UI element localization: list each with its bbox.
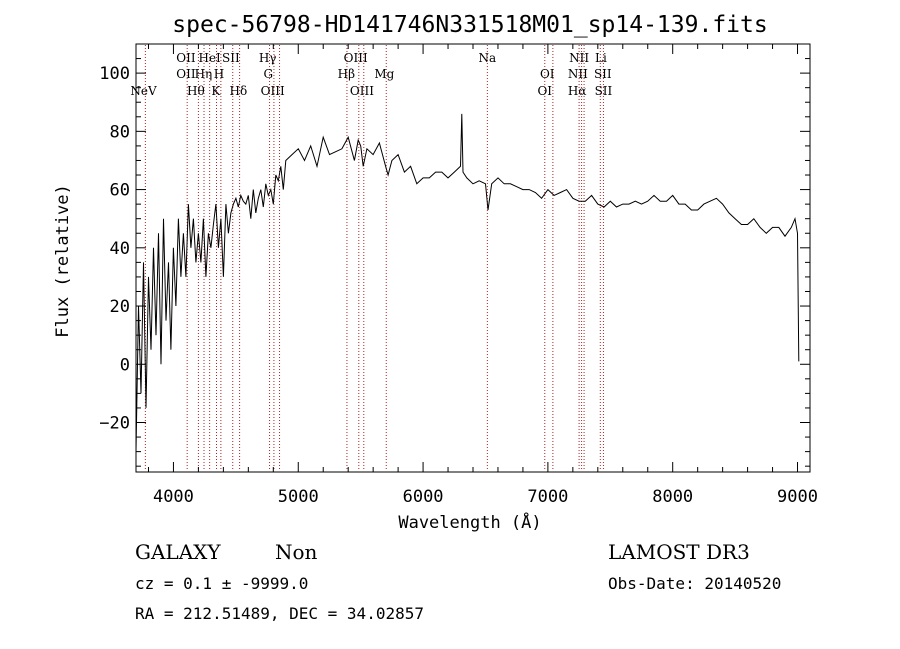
line-label: SII (595, 84, 613, 98)
line-label: Hη (195, 67, 213, 81)
object-subclass: Non (275, 540, 318, 564)
plot-area: NeV OII OII Hθ Hη HeI KH SII Hδ Hγ G OIII Hβ OIII OIII… (99, 43, 818, 507)
line-label: Na (479, 51, 497, 65)
line-label: NeV (130, 84, 157, 98)
y-tick-label: −20 (99, 414, 130, 434)
line-label: OIII (344, 51, 368, 65)
x-tick-label: 9000 (777, 487, 818, 507)
line-label: SII (222, 51, 240, 65)
x-tick-label: 8000 (652, 487, 693, 507)
line-label: OII (176, 51, 196, 65)
line-label: NII (568, 67, 588, 81)
y-tick-label: 0 (120, 355, 130, 375)
line-label: SII (594, 67, 612, 81)
x-tick-label: 6000 (403, 487, 444, 507)
x-tick-label: 5000 (278, 487, 319, 507)
x-tick-label: 7000 (527, 487, 568, 507)
line-label: OI (540, 67, 555, 81)
y-tick-label: 60 (110, 181, 130, 201)
line-label: Mg (374, 67, 394, 81)
x-tick-label: 4000 (153, 487, 194, 507)
y-axis-ticks: −20 0 20 40 60 80 100 (99, 43, 810, 467)
line-label: OIII (261, 84, 285, 98)
y-tick-label: 20 (110, 297, 130, 317)
line-label: Hγ (259, 51, 277, 65)
y-tick-label: 80 (110, 122, 130, 142)
line-label: Hθ (187, 84, 205, 98)
line-label: Hδ (229, 84, 247, 98)
chart-title: spec-56798-HD141746N331518M01_sp14-139.f… (172, 12, 767, 38)
survey-name: LAMOST DR3 (608, 540, 750, 564)
line-label: H (214, 67, 224, 81)
line-label: OIII (350, 84, 374, 98)
line-label: NII (569, 51, 589, 65)
emission-lines (144, 45, 604, 471)
line-label: Li (595, 51, 607, 65)
line-label: K (211, 84, 221, 98)
obs-date: Obs-Date: 20140520 (608, 574, 781, 593)
spectrum-line (135, 113, 800, 452)
y-tick-label: 100 (99, 64, 130, 84)
y-axis-label: Flux (relative) (53, 184, 73, 338)
line-label: OI (537, 84, 552, 98)
line-label: Hβ (338, 67, 355, 81)
plot-frame (135, 43, 811, 473)
x-axis-label: Wavelength (Å) (398, 511, 541, 533)
coordinates: RA = 212.51489, DEC = 34.02857 (135, 604, 424, 623)
line-label: G (264, 67, 274, 81)
object-type: GALAXY (135, 540, 221, 564)
y-tick-label: 40 (110, 239, 130, 259)
redshift-text: cz = 0.1 ± -9999.0 (135, 574, 308, 593)
line-label: Hα (568, 84, 587, 98)
line-label: OII (176, 67, 196, 81)
x-axis-ticks: 4000 5000 6000 7000 8000 9000 (147, 44, 818, 507)
line-labels: NeV OII OII Hθ Hη HeI KH SII Hδ Hγ G OIII Hβ OIII OIII… (130, 51, 612, 98)
line-label: HeI (198, 51, 221, 65)
